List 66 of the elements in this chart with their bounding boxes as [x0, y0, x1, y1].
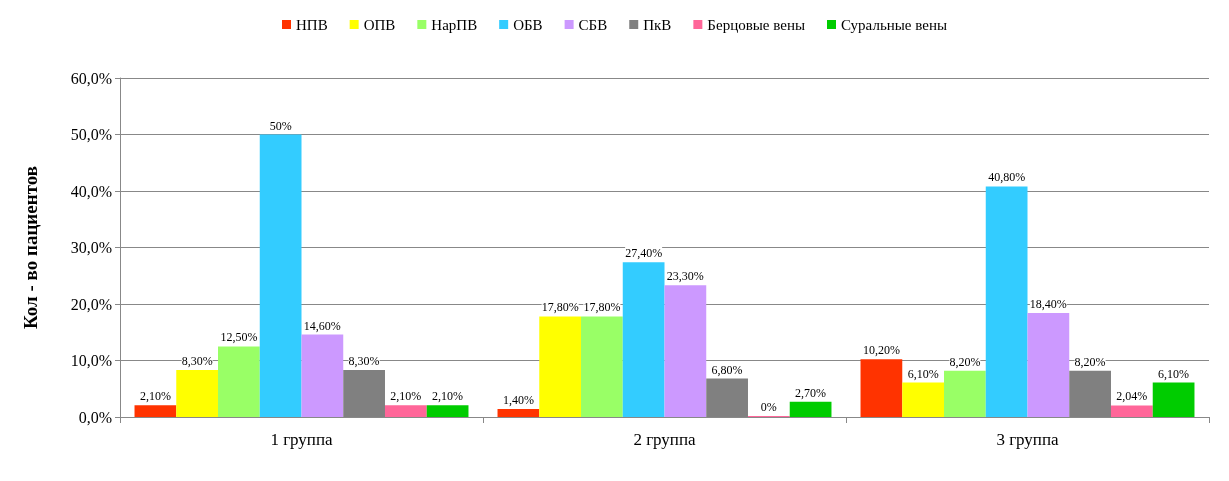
bar	[1110, 405, 1153, 417]
bar	[301, 334, 344, 417]
data-label: 8,30%	[181, 354, 213, 369]
data-label: 8,20%	[949, 354, 981, 369]
y-tick-label: 60,0%	[70, 69, 112, 87]
legend-label: ОБВ	[513, 16, 543, 33]
data-label: 2,10%	[390, 389, 422, 404]
data-label: 2,04%	[1116, 389, 1148, 404]
data-label: 17,80%	[541, 300, 579, 315]
y-tick-label: 40,0%	[70, 182, 112, 200]
bar	[1152, 382, 1195, 417]
x-tick-label: 1 группа	[270, 430, 334, 449]
legend-label: Берцовые вены	[707, 16, 805, 33]
y-tick-label: 30,0%	[70, 239, 112, 256]
data-label: 6,80%	[711, 362, 743, 377]
bar	[581, 316, 623, 417]
data-label: 40,80%	[988, 170, 1026, 185]
y-tick-label: 50,0%	[70, 126, 112, 143]
data-label: 12,50%	[220, 330, 258, 345]
bar	[259, 134, 302, 417]
y-tick-label: 0,0%	[78, 408, 112, 426]
data-label: 1,40%	[502, 393, 534, 408]
data-label: 6,10%	[1158, 366, 1190, 381]
data-label: 50%	[269, 118, 292, 133]
legend-label: ОПВ	[363, 16, 396, 33]
data-label: 17,80%	[583, 300, 621, 315]
legend-label: ПкВ	[643, 16, 672, 33]
data-label: 27,40%	[625, 246, 663, 261]
bar	[860, 359, 903, 417]
bar	[176, 370, 219, 417]
data-label: 2,10%	[139, 389, 171, 404]
x-tick-label: 2 группа	[633, 430, 697, 449]
data-label: 0%	[760, 400, 777, 414]
bar	[497, 409, 540, 417]
bar	[1027, 313, 1070, 417]
bar	[664, 285, 707, 417]
y-tick-label: 10,0%	[70, 352, 112, 369]
data-label: 18,40%	[1029, 297, 1067, 312]
legend-label: Суральные вены	[840, 16, 948, 33]
bar	[384, 405, 427, 417]
data-label: 14,60%	[303, 318, 341, 333]
data-label: 2,70%	[795, 385, 827, 400]
legend-label: СБВ	[578, 16, 608, 33]
bar	[944, 370, 986, 417]
data-label: 23,30%	[666, 269, 704, 284]
bar	[706, 378, 748, 417]
bar	[218, 346, 260, 417]
bar	[985, 186, 1028, 417]
bar	[134, 405, 177, 417]
bar	[426, 405, 469, 417]
y-axis-title: Кол - во пациентов	[20, 165, 41, 330]
data-label: 10,20%	[862, 343, 900, 358]
bar	[622, 262, 665, 417]
data-label: 8,30%	[348, 354, 380, 369]
bar	[343, 370, 385, 417]
data-label: 2,10%	[432, 389, 464, 404]
bar	[789, 401, 832, 417]
bar	[1069, 370, 1111, 417]
data-label: 8,20%	[1074, 354, 1106, 369]
y-tick-label: 20,0%	[70, 295, 112, 313]
data-label: 6,10%	[907, 366, 939, 381]
bar	[902, 382, 945, 417]
x-tick-label: 3 группа	[996, 430, 1060, 449]
legend-label: НарПВ	[431, 16, 478, 33]
legend-label: НПВ	[296, 16, 328, 33]
bar	[539, 316, 582, 417]
